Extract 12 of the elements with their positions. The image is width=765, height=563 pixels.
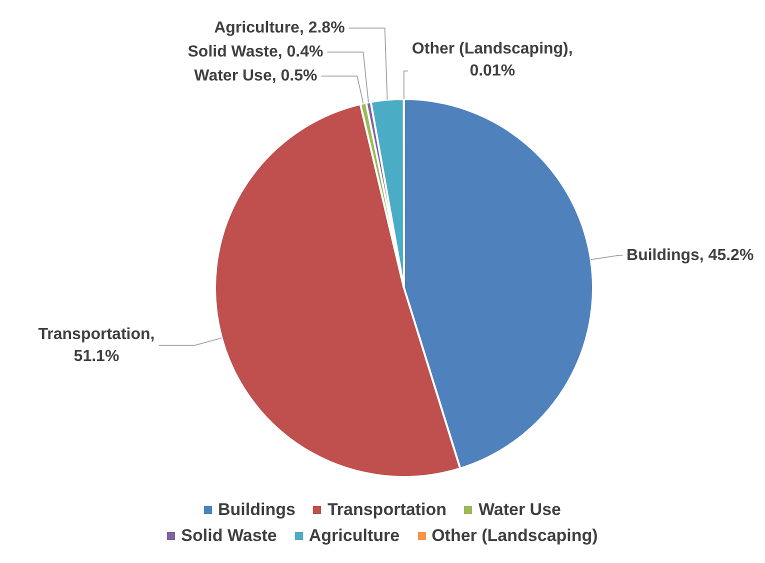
data-label: Buildings, 45.2% — [626, 246, 754, 264]
data-label: Agriculture, 2.8% — [214, 20, 345, 37]
data-label: Solid Waste, 0.4% — [188, 44, 324, 61]
data-label: Other (Landscaping), 0.01% — [412, 40, 573, 80]
data-label: Transportation, 51.1% — [38, 326, 155, 365]
data-label: Water Use, 0.5% — [194, 68, 318, 85]
legend-label: Water Use — [478, 500, 561, 520]
legend-label: Solid Waste — [181, 526, 277, 546]
legend-label: Other (Landscaping) — [432, 526, 598, 546]
legend-label: Buildings — [218, 500, 296, 520]
legend-label: Agriculture — [308, 526, 400, 546]
legend-label: Transportation — [327, 500, 446, 520]
